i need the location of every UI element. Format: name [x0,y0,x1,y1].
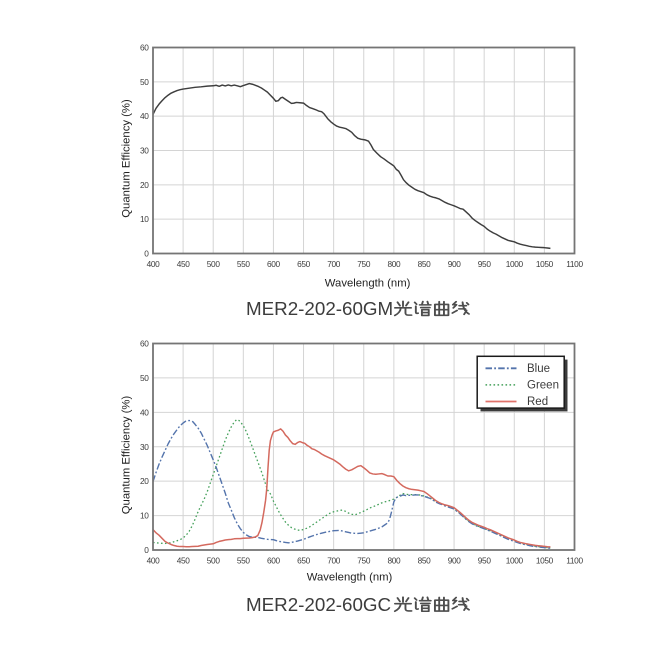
svg-text:800: 800 [388,259,402,269]
svg-text:Green: Green [527,380,559,392]
svg-text:750: 750 [357,555,371,565]
svg-text:400: 400 [147,259,161,269]
svg-text:0: 0 [144,545,149,555]
svg-text:900: 900 [448,259,462,269]
svg-text:30: 30 [140,442,149,452]
svg-text:950: 950 [478,555,492,565]
svg-text:0: 0 [144,249,149,259]
svg-text:1100: 1100 [566,555,583,565]
svg-text:MER2-202-60GC: MER2-202-60GC [246,594,391,615]
svg-text:Quantum Efficiency (%): Quantum Efficiency (%) [121,99,133,218]
svg-text:450: 450 [177,555,191,565]
svg-text:850: 850 [418,555,432,565]
svg-text:Blue: Blue [527,363,550,375]
svg-text:MER2-202-60GM: MER2-202-60GM [246,298,393,319]
svg-text:950: 950 [478,259,492,269]
svg-text:40: 40 [140,111,149,121]
svg-text:650: 650 [297,555,311,565]
svg-text:1000: 1000 [506,259,524,269]
svg-text:Red: Red [527,396,548,408]
svg-text:750: 750 [357,259,371,269]
svg-text:500: 500 [207,259,221,269]
svg-text:1050: 1050 [536,259,554,269]
svg-text:800: 800 [388,555,402,565]
svg-text:40: 40 [140,407,149,417]
svg-text:20: 20 [140,476,149,486]
svg-text:850: 850 [418,259,432,269]
svg-text:600: 600 [267,555,281,565]
svg-text:600: 600 [267,259,281,269]
svg-text:500: 500 [207,555,221,565]
svg-text:1050: 1050 [536,555,554,565]
svg-text:700: 700 [327,259,341,269]
svg-text:Wavelength (nm): Wavelength (nm) [325,277,411,289]
svg-text:550: 550 [237,555,251,565]
svg-text:Quantum Efficiency (%): Quantum Efficiency (%) [121,396,133,515]
svg-text:900: 900 [448,555,462,565]
svg-text:50: 50 [140,77,149,87]
svg-text:700: 700 [327,555,341,565]
svg-text:50: 50 [140,373,149,383]
svg-text:400: 400 [147,555,161,565]
svg-text:Wavelength (nm): Wavelength (nm) [307,571,393,583]
svg-text:550: 550 [237,259,251,269]
svg-text:1100: 1100 [566,259,583,269]
svg-text:450: 450 [177,259,191,269]
svg-text:20: 20 [140,180,149,190]
svg-text:10: 10 [140,214,149,224]
svg-text:1000: 1000 [506,555,524,565]
svg-text:30: 30 [140,146,149,156]
svg-text:60: 60 [140,339,149,349]
svg-text:60: 60 [140,43,149,53]
svg-text:650: 650 [297,259,311,269]
svg-text:10: 10 [140,511,149,521]
